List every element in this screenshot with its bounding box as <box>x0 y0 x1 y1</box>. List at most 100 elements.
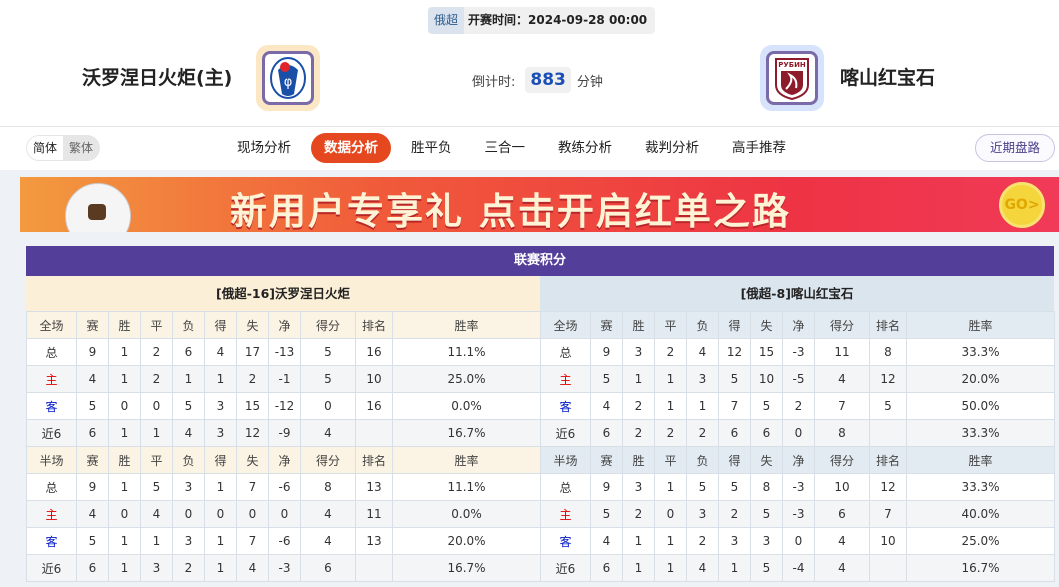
table-cell: 5 <box>300 365 356 393</box>
row-label: 近6 <box>26 554 77 582</box>
table-cell: -3 <box>782 473 815 501</box>
table-cell: 4 <box>300 419 356 447</box>
table-cell: 11 <box>814 338 870 366</box>
table-cell: 1 <box>686 392 719 420</box>
league-label[interactable]: 俄超 <box>428 7 465 34</box>
table-cell: 20.0% <box>392 527 541 555</box>
table-cell: 7 <box>236 527 269 555</box>
table-cell: 11.1% <box>392 338 541 366</box>
table-cell: 17 <box>236 338 269 366</box>
table-cell: 1 <box>622 554 655 582</box>
table-cell: 20.0% <box>906 365 1055 393</box>
table-cell: 1 <box>654 554 687 582</box>
tab-data-analysis[interactable]: 数据分析 <box>311 133 391 163</box>
table-cell: 9 <box>590 338 623 366</box>
table-cell: 1 <box>108 554 141 582</box>
full-header-row: 全场赛胜平负得失净得分 排名 胜率 <box>26 311 541 339</box>
table-cell: 1 <box>108 473 141 501</box>
table-cell: 2 <box>718 500 751 528</box>
table-cell: 4 <box>590 392 623 420</box>
table-cell: 9 <box>76 338 109 366</box>
row-label: 客 <box>540 392 591 420</box>
table-cell: 8 <box>300 473 356 501</box>
lang-simplified[interactable]: 简体 <box>27 136 64 160</box>
table-cell: -3 <box>782 500 815 528</box>
tab-live-analysis[interactable]: 现场分析 <box>237 140 291 156</box>
row-label: 总 <box>26 473 77 501</box>
table-cell: -1 <box>268 365 301 393</box>
column-header: 负 <box>686 311 719 339</box>
table-cell: 1 <box>172 365 205 393</box>
table-row: 总 9 1 5 3 1 7 -6 8 13 11.1% <box>26 473 541 501</box>
column-header: 得 <box>204 446 237 474</box>
table-cell: 5 <box>300 338 356 366</box>
table-cell: 10 <box>869 527 907 555</box>
table-cell: 5 <box>750 500 783 528</box>
table-cell: -5 <box>782 365 815 393</box>
table-row: 主 5 2 0 3 2 5 -3 6 7 40.0% <box>540 500 1055 528</box>
row-label: 总 <box>540 473 591 501</box>
away-team-logo[interactable]: РУБИН <box>760 45 824 111</box>
table-row: 总 9 3 1 5 5 8 -3 10 12 33.3% <box>540 473 1055 501</box>
table-cell: 2 <box>686 527 719 555</box>
table-cell: 4 <box>590 527 623 555</box>
table-cell: 15 <box>236 392 269 420</box>
column-header: 胜 <box>108 311 141 339</box>
table-cell: 10 <box>355 365 393 393</box>
away-standings: [俄超-8]喀山红宝石 全场赛胜平负得失净得分 排名 胜率总 9 3 2 4 12 15 -3 11… <box>540 276 1055 582</box>
lang-traditional[interactable]: 繁体 <box>69 141 94 155</box>
table-cell: 0 <box>268 500 301 528</box>
tab-expert-picks[interactable]: 高手推荐 <box>732 140 786 156</box>
table-cell: 0 <box>204 500 237 528</box>
row-label: 主 <box>540 365 591 393</box>
column-header: 全场 <box>26 311 77 339</box>
home-standings-header[interactable]: [俄超-16]沃罗涅日火炬 <box>26 276 540 311</box>
table-cell: 3 <box>686 500 719 528</box>
table-cell: 1 <box>622 365 655 393</box>
table-cell: 5 <box>718 365 751 393</box>
table-cell: 4 <box>814 554 870 582</box>
table-cell: 5 <box>686 473 719 501</box>
home-team-name[interactable]: 沃罗涅日火炬(主) <box>82 67 233 89</box>
table-cell: 3 <box>718 527 751 555</box>
go-button[interactable]: GO> <box>999 182 1045 228</box>
table-cell: 5 <box>590 365 623 393</box>
table-cell: 13 <box>355 527 393 555</box>
home-standings: [俄超-16]沃罗涅日火炬 全场赛胜平负得失净得分 排名 胜率总 9 1 2 6 4 17 -13… <box>26 276 541 582</box>
recent-odds-button[interactable]: 近期盘路 <box>974 134 1055 162</box>
table-cell: 16.7% <box>392 554 541 582</box>
table-cell: 5 <box>750 554 783 582</box>
table-cell: 3 <box>686 365 719 393</box>
tab-win-draw-loss[interactable]: 胜平负 <box>411 140 452 156</box>
table-cell: 50.0% <box>906 392 1055 420</box>
table-cell: 16.7% <box>906 554 1055 582</box>
column-header: 平 <box>654 446 687 474</box>
table-cell: 1 <box>204 554 237 582</box>
row-label: 主 <box>540 500 591 528</box>
table-cell: -13 <box>268 338 301 366</box>
tab-three-in-one[interactable]: 三合一 <box>484 140 526 156</box>
table-row: 主 4 0 4 0 0 0 0 4 11 0.0% <box>26 500 541 528</box>
half-header-row: 半场赛胜平负得失净得分 排名 胜率 <box>540 446 1055 474</box>
table-cell: 2 <box>172 554 205 582</box>
column-header: 失 <box>236 311 269 339</box>
tab-coach-analysis[interactable]: 教练分析 <box>558 140 612 156</box>
away-standings-header[interactable]: [俄超-8]喀山红宝石 <box>540 276 1054 311</box>
row-label: 近6 <box>26 419 77 447</box>
column-header: 赛 <box>590 446 623 474</box>
table-cell: 1 <box>654 365 687 393</box>
tab-referee-analysis[interactable]: 裁判分析 <box>645 140 699 156</box>
table-cell: 6 <box>300 554 356 582</box>
table-cell: -6 <box>268 527 301 555</box>
table-cell: 4 <box>204 338 237 366</box>
table-cell: -4 <box>782 554 815 582</box>
promo-banner[interactable]: 新用户专享礼 点击开启红单之路 GO> <box>20 177 1059 232</box>
table-cell: 1 <box>654 527 687 555</box>
away-team-name[interactable]: 喀山红宝石 <box>840 67 936 89</box>
language-toggle[interactable]: 简体 繁体 <box>26 135 101 161</box>
home-team-logo[interactable]: φ <box>256 45 320 111</box>
table-cell <box>869 419 907 447</box>
table-cell: -9 <box>268 419 301 447</box>
table-cell: 1 <box>204 365 237 393</box>
table-row: 客 4 1 1 2 3 3 0 4 10 25.0% <box>540 527 1055 555</box>
